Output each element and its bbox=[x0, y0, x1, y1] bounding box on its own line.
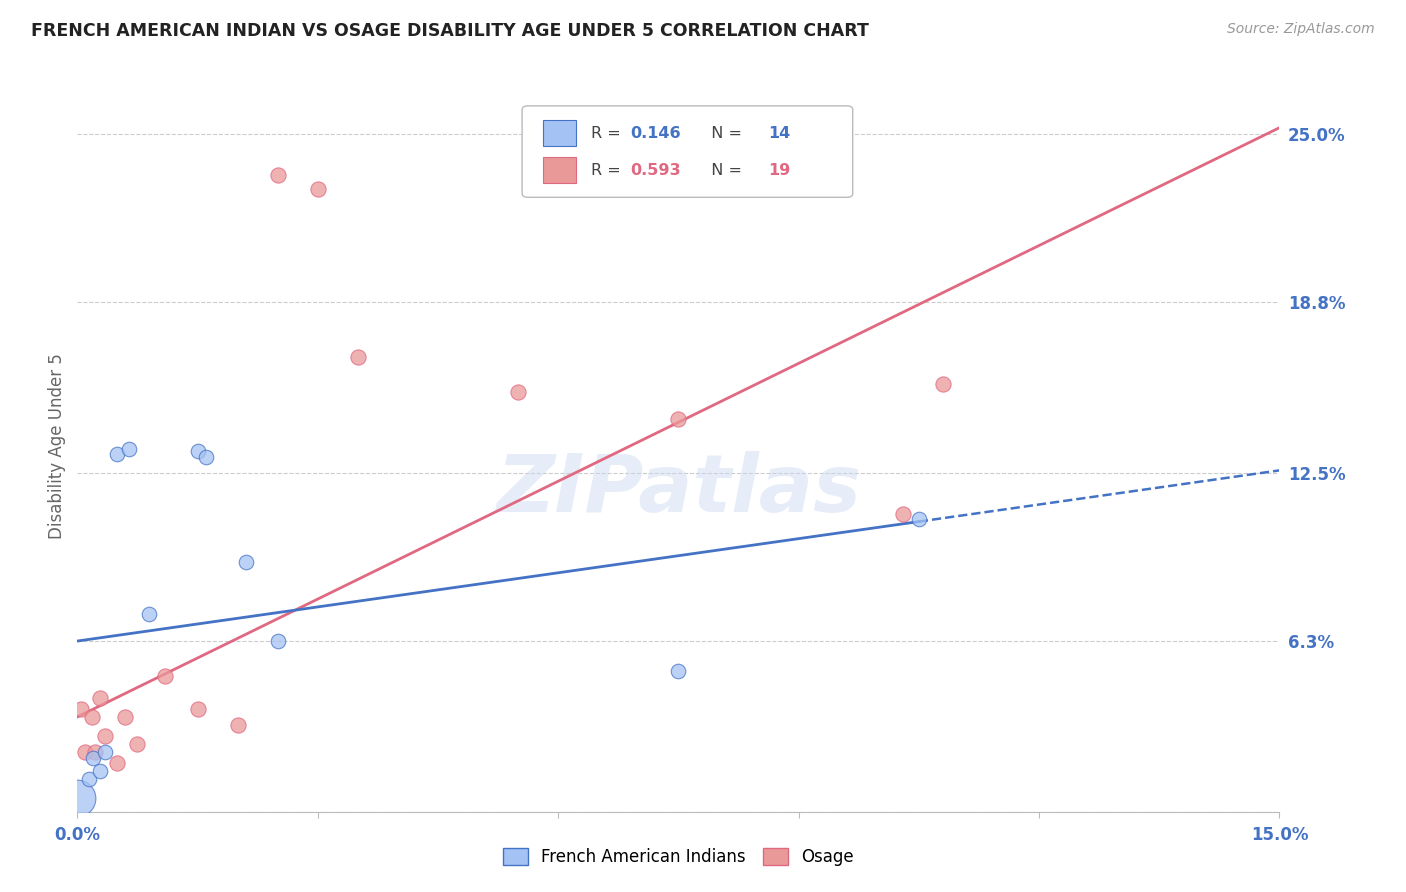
Legend: French American Indians, Osage: French American Indians, Osage bbox=[496, 841, 860, 873]
Point bbox=[79, 772, 101, 787]
Point bbox=[187, 702, 209, 716]
Text: 0.146: 0.146 bbox=[630, 126, 681, 141]
Point bbox=[508, 384, 530, 399]
Text: 14: 14 bbox=[769, 126, 790, 141]
Text: R =: R = bbox=[591, 162, 626, 178]
Point bbox=[908, 512, 931, 526]
Point bbox=[138, 607, 160, 621]
Point bbox=[235, 556, 257, 570]
Point bbox=[347, 350, 370, 364]
Point bbox=[932, 376, 955, 391]
Point bbox=[267, 168, 290, 182]
Text: N =: N = bbox=[702, 126, 748, 141]
Point bbox=[94, 729, 117, 743]
Text: 0.593: 0.593 bbox=[630, 162, 681, 178]
Point bbox=[307, 181, 329, 195]
FancyBboxPatch shape bbox=[522, 106, 852, 197]
Text: N =: N = bbox=[702, 162, 748, 178]
Point bbox=[118, 442, 141, 456]
Point bbox=[668, 412, 690, 426]
Text: R =: R = bbox=[591, 126, 626, 141]
Point bbox=[89, 764, 111, 778]
Point bbox=[668, 664, 690, 678]
Point bbox=[194, 450, 217, 464]
Point bbox=[82, 750, 104, 764]
Point bbox=[107, 447, 129, 461]
Point bbox=[70, 702, 93, 716]
Text: ZIPatlas: ZIPatlas bbox=[496, 450, 860, 529]
Point bbox=[267, 634, 290, 648]
Point bbox=[94, 745, 117, 759]
Point bbox=[226, 718, 249, 732]
Y-axis label: Disability Age Under 5: Disability Age Under 5 bbox=[48, 353, 66, 539]
Point bbox=[187, 444, 209, 458]
Point bbox=[155, 669, 177, 683]
Point bbox=[89, 690, 111, 705]
Point bbox=[80, 710, 103, 724]
Text: FRENCH AMERICAN INDIAN VS OSAGE DISABILITY AGE UNDER 5 CORRELATION CHART: FRENCH AMERICAN INDIAN VS OSAGE DISABILI… bbox=[31, 22, 869, 40]
Text: Source: ZipAtlas.com: Source: ZipAtlas.com bbox=[1227, 22, 1375, 37]
Point bbox=[75, 745, 97, 759]
Text: 19: 19 bbox=[769, 162, 790, 178]
Point bbox=[127, 737, 149, 751]
Point bbox=[114, 710, 136, 724]
Point bbox=[84, 745, 107, 759]
FancyBboxPatch shape bbox=[543, 120, 576, 146]
Point bbox=[891, 507, 914, 521]
FancyBboxPatch shape bbox=[543, 157, 576, 183]
Point bbox=[107, 756, 129, 770]
Point bbox=[66, 791, 89, 805]
